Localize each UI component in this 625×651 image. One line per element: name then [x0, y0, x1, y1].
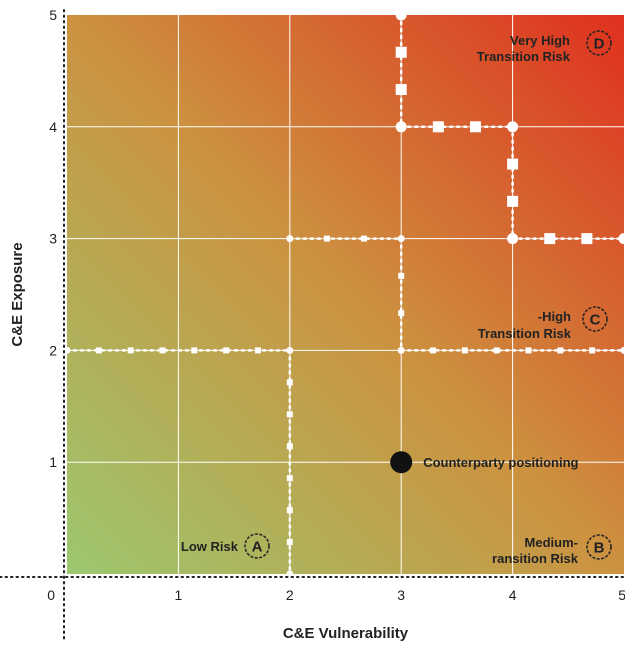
y-tick-label: 2 — [49, 342, 57, 358]
boundary-square-marker — [324, 236, 330, 242]
boundary-vertex-marker — [398, 347, 405, 354]
zone-badge-letter: D — [594, 36, 605, 53]
boundary-square-marker — [396, 47, 407, 58]
boundary-square-marker — [287, 443, 293, 449]
x-tick-label: 2 — [286, 587, 294, 603]
boundary-square-marker — [396, 84, 407, 95]
boundary-square-marker — [494, 347, 500, 353]
y-tick-label: 3 — [49, 231, 57, 247]
x-axis-title: C&E Vulnerability — [283, 625, 409, 642]
y-axis-title: C&E Exposure — [9, 242, 26, 346]
zone-badge-letter: A — [252, 539, 263, 556]
boundary-square-marker — [507, 196, 518, 207]
boundary-vertex-marker — [286, 235, 293, 242]
boundary-square-marker — [361, 236, 367, 242]
boundary-square-marker — [128, 347, 134, 353]
y-tick-label: 1 — [49, 454, 57, 470]
y-tick-label: 5 — [49, 7, 57, 23]
plot-background — [67, 15, 624, 574]
zone-label-line: Low Risk — [181, 539, 239, 554]
boundary-vertex-marker — [396, 10, 407, 21]
boundary-square-marker — [589, 347, 595, 353]
zone-label-line: Very High — [510, 33, 570, 48]
data-point-marker — [390, 451, 412, 473]
boundary-square-marker — [255, 347, 261, 353]
boundary-square-marker — [287, 411, 293, 417]
boundary-square-marker — [287, 379, 293, 385]
boundary-square-marker — [433, 121, 444, 132]
zone-label-line: ransition Risk — [492, 551, 579, 566]
boundary-square-marker — [287, 507, 293, 513]
boundary-square-marker — [223, 347, 229, 353]
boundary-vertex-marker — [507, 121, 518, 132]
boundary-vertex-marker — [507, 233, 518, 244]
zone-label-line: -High — [538, 309, 571, 324]
boundary-vertex-marker — [286, 347, 293, 354]
boundary-square-marker — [398, 273, 404, 279]
x-tick-label: 4 — [509, 587, 517, 603]
zone-label-line: Transition Risk — [477, 49, 571, 64]
boundary-square-marker — [398, 310, 404, 316]
boundary-vertex-marker — [398, 235, 405, 242]
x-tick-label: 1 — [175, 587, 183, 603]
zone-label-line: Transition Risk — [478, 326, 572, 341]
zone-label-line: Medium- — [525, 535, 578, 550]
boundary-square-marker — [507, 159, 518, 170]
boundary-square-marker — [557, 347, 563, 353]
zone-badge-letter: C — [590, 312, 601, 329]
boundary-square-marker — [526, 347, 532, 353]
boundary-square-marker — [581, 233, 592, 244]
boundary-square-marker — [462, 347, 468, 353]
y-tick-label: 4 — [49, 119, 57, 135]
boundary-square-marker — [191, 347, 197, 353]
boundary-square-marker — [430, 347, 436, 353]
x-tick-label: 0 — [47, 587, 55, 603]
boundary-square-marker — [470, 121, 481, 132]
data-point-label: Counterparty positioning — [423, 455, 578, 470]
boundary-vertex-marker — [396, 121, 407, 132]
boundary-square-marker — [96, 347, 102, 353]
x-tick-label: 3 — [397, 587, 405, 603]
boundary-square-marker — [159, 347, 165, 353]
boundary-square-marker — [544, 233, 555, 244]
x-tick-label: 5 — [618, 587, 625, 603]
boundary-square-marker — [287, 539, 293, 545]
zone-badge-letter: B — [594, 540, 605, 557]
boundary-square-marker — [287, 475, 293, 481]
